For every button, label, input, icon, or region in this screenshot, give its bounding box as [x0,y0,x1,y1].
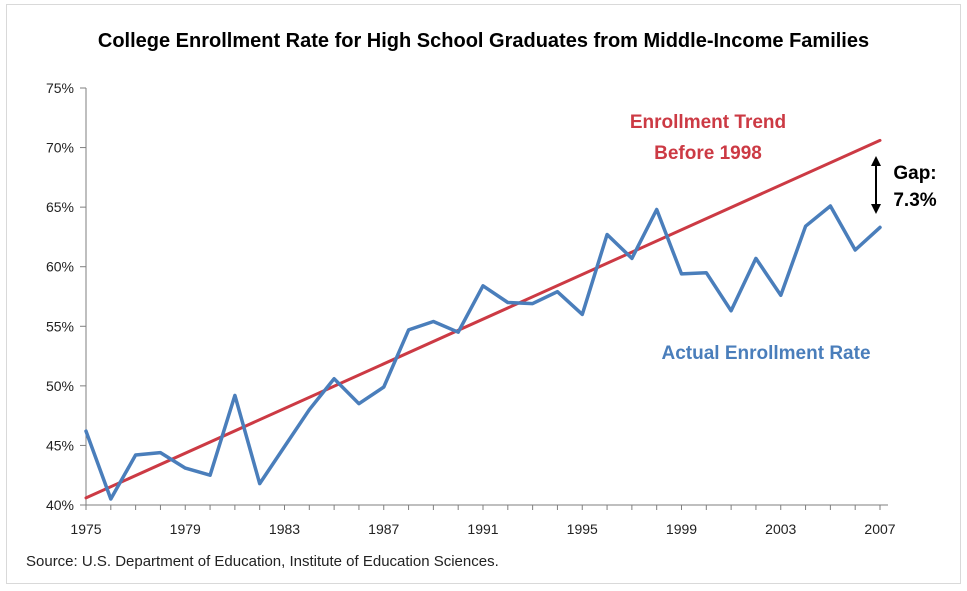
y-tick-label: 50% [46,378,74,394]
x-axis-ticks: 1975 1979 1983 1987 1991 1995 1999 2003 2007 [70,505,896,537]
y-axis-ticks: 40% 45% 50% 55% 60% 65% 70% 75% [46,80,86,513]
series-line-trend [84,138,882,500]
gap-arrow [871,156,881,214]
x-tick-label: 1987 [368,521,399,537]
source-note: Source: U.S. Department of Education, In… [26,553,499,570]
gap-arrow-head-up [871,156,881,166]
y-tick-label: 60% [46,259,74,275]
gap-label-line1: Gap: [893,163,936,184]
gap-arrow-head-down [871,204,881,214]
y-tick-label: 70% [46,140,74,156]
actual-label: Actual Enrollment Rate [661,343,870,364]
x-tick-label: 1995 [567,521,598,537]
x-tick-label: 1979 [170,521,201,537]
x-tick-label: 1975 [70,521,101,537]
y-tick-label: 45% [46,437,74,453]
x-tick-label: 1991 [467,521,498,537]
series-layer [84,138,882,501]
x-tick-label: 1999 [666,521,697,537]
x-tick-label: 2007 [864,521,895,537]
chart-title: College Enrollment Rate for High School … [97,30,870,52]
trend-label-line2: Before 1998 [654,143,762,164]
trend-label-line1: Enrollment Trend [630,112,786,133]
x-tick-label: 1983 [269,521,300,537]
y-tick-label: 55% [46,318,74,334]
gap-label-line2: 7.3% [893,190,936,211]
y-tick-label: 65% [46,199,74,215]
y-tick-label: 40% [46,497,74,513]
x-tick-label: 2003 [765,521,796,537]
y-tick-label: 75% [46,80,74,96]
series-line-actual [84,204,882,501]
chart-frame [6,4,961,584]
